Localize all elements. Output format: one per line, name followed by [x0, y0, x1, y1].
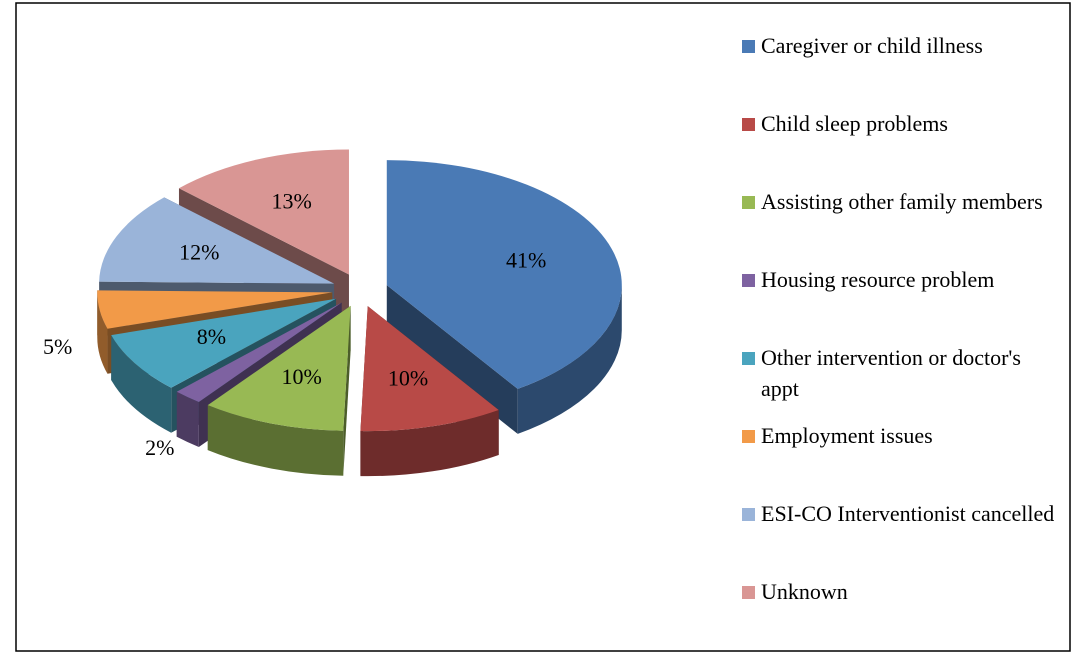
legend-label: ESI-CO Interventionist cancelled [761, 501, 1055, 526]
slice-wall [97, 292, 108, 374]
legend-item: Caregiver or child illness [742, 30, 1062, 61]
legend-label: Child sleep problems [761, 111, 948, 136]
legend-item: Employment issues [742, 420, 1062, 451]
data-label: 2% [145, 435, 174, 460]
slice [99, 197, 335, 284]
slice-wall [176, 391, 199, 447]
legend-swatch [742, 196, 755, 209]
slice-wall [360, 409, 499, 477]
data-label: 10% [282, 364, 322, 389]
slice [111, 298, 337, 388]
slice-side [343, 305, 351, 476]
legend-label: Other intervention or doctor's appt [761, 345, 1021, 401]
data-label: 13% [271, 188, 311, 213]
legend-swatch [742, 430, 755, 443]
legend-swatch [742, 118, 755, 131]
chart-border [15, 2, 1071, 652]
legend-swatch [742, 586, 755, 599]
data-label: 5% [43, 334, 72, 359]
legend-item: Other intervention or doctor's appt [742, 342, 1062, 404]
slice [386, 160, 622, 389]
data-label: 10% [388, 366, 428, 391]
legend-swatch [742, 352, 755, 365]
legend-swatch [742, 40, 755, 53]
slice [360, 306, 499, 432]
slice [176, 302, 342, 402]
data-label: 12% [179, 239, 219, 264]
slice-wall [207, 405, 344, 476]
legend-item: ESI-CO Interventionist cancelled [742, 498, 1062, 529]
legend-item: Housing resource problem [742, 264, 1062, 295]
data-label: 8% [197, 324, 226, 349]
slice [207, 305, 351, 431]
data-label: 41% [506, 248, 546, 273]
legend-swatch [742, 274, 755, 287]
slice-side [386, 285, 518, 434]
slice [178, 149, 349, 275]
legend-item: Unknown [742, 576, 1062, 607]
legend-label: Housing resource problem [761, 267, 995, 292]
slice-wall [517, 285, 622, 434]
slice-wall [111, 335, 172, 433]
legend-item: Child sleep problems [742, 108, 1062, 139]
legend-label: Employment issues [761, 423, 933, 448]
slice [97, 290, 333, 329]
legend-label: Assisting other family members [761, 189, 1043, 214]
legend-label: Unknown [761, 579, 848, 604]
legend-swatch [742, 508, 755, 521]
legend-item: Assisting other family members [742, 186, 1062, 217]
legend-label: Caregiver or child illness [761, 33, 983, 58]
